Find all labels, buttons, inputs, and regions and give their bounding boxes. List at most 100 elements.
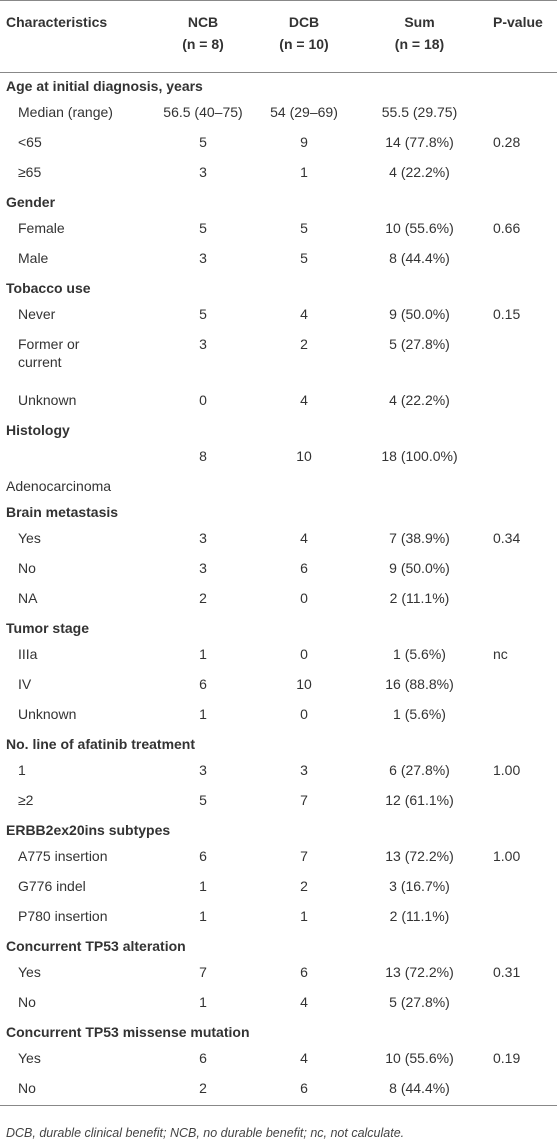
p-value: 0.66 [493,220,521,236]
value-cell: 9 [300,134,308,150]
section-title: Concurrent TP53 alteration [6,938,186,954]
row-label-text: 1 [18,762,26,778]
value-cell: 5 [199,134,207,150]
p-value: 1.00 [493,848,521,864]
value-cell: 18 (100.0%) [381,448,458,464]
p-value [487,245,557,275]
value-cell: 1 [199,706,207,722]
row-label-text: No [18,560,36,576]
section-title: ERBB2ex20ins subtypes [6,822,171,838]
row-label: G776 indel [0,873,150,903]
section-row: Concurrent TP53 missense mutation [0,1019,557,1045]
value-cell: 0 [300,646,308,662]
value-cell: 13 (72.2%) [385,848,454,864]
row-label-text: Yes [18,1050,41,1066]
data-row: Never 5 4 9 (50.0%) 0.15 [0,301,557,331]
value-cell: 56.5 (40–75) [163,104,243,120]
value-cell: 1 [199,908,207,924]
value-cell: 7 [199,964,207,980]
row-label: Median (range) [0,99,150,129]
row-label: NA [0,585,150,615]
data-row: Median (range) 56.5 (40–75) 54 (29–69) 55.5… [0,99,557,129]
value-cell: 1 (5.6%) [393,646,446,662]
row-label-text: No [18,1080,36,1096]
value-cell: 8 (44.4%) [389,1080,450,1096]
value-cell: 6 [300,1080,308,1096]
row-label-text: Former or current [18,336,80,370]
value-cell: 4 [300,392,308,408]
table-body: Age at initial diagnosis, years Median (r… [0,73,557,1106]
value-cell: 0 [199,392,207,408]
section-row: Tumor stage [0,615,557,641]
row-label-text: Unknown [18,706,77,722]
value-cell: 1 [300,164,308,180]
section-title: Tobacco use [6,280,91,296]
section-row: Concurrent TP53 alteration [0,933,557,959]
data-row: 1 3 3 6 (27.8%) 1.00 [0,757,557,787]
value-cell: 3 [199,164,207,180]
data-row: A775 insertion 6 7 13 (72.2%) 1.00 [0,843,557,873]
row-label-text: <65 [18,134,42,150]
value-cell: 2 [300,878,308,894]
row-label: No [0,989,150,1019]
value-cell: 4 (22.2%) [389,392,450,408]
value-cell: 6 (27.8%) [389,762,450,778]
row-label: Female [0,215,150,245]
p-value [487,701,557,731]
value-cell: 7 (38.9%) [389,530,450,546]
data-row: ≥65 3 1 4 (22.2%) [0,159,557,189]
value-cell: 54 (29–69) [270,104,338,120]
data-row: ≥2 5 7 12 (61.1%) [0,787,557,817]
section-title: Tumor stage [6,620,89,636]
p-value [487,903,557,933]
section-title: Gender [6,194,56,210]
row-label-text: IV [18,676,32,692]
row-label-text: Male [18,250,49,266]
section-row: No. line of afatinib treatment [0,731,557,757]
section-row: Gender [0,189,557,215]
header-name: Sum [404,14,435,30]
data-row: Former or current 3 2 5 (27.8%) [0,331,557,387]
value-cell: 10 [296,448,312,464]
header-sub: (n = 8) [182,36,224,52]
value-cell: 8 [199,448,207,464]
value-cell: 2 (11.1%) [389,908,450,924]
value-cell: 10 [296,676,312,692]
value-cell: 14 (77.8%) [385,134,454,150]
value-cell: 7 [300,792,308,808]
p-value [487,989,557,1019]
value-cell: 5 [300,220,308,236]
header-sub: (n = 10) [279,36,329,52]
section-title: No. line of afatinib treatment [6,736,196,752]
p-value [487,1075,557,1106]
data-row: Unknown 0 4 4 (22.2%) [0,387,557,417]
value-cell: 55.5 (29.75) [381,104,458,120]
data-row: P780 insertion 1 1 2 (11.1%) [0,903,557,933]
value-cell: 5 [300,250,308,266]
p-value: 0.31 [493,964,521,980]
header-cell: Characteristics [0,0,150,73]
p-value [487,585,557,615]
section-row: Brain metastasis [0,499,557,525]
row-label: Yes [0,959,150,989]
value-cell: 5 (27.8%) [389,994,450,1010]
section-row: Age at initial diagnosis, years [0,73,557,100]
data-row: Unknown 1 0 1 (5.6%) [0,701,557,731]
row-label: Male [0,245,150,275]
value-cell: 1 [300,908,308,924]
header-cell: DCB (n = 10) [256,0,352,73]
row-label-text: Adenocarcinoma [6,478,112,494]
header-name: P-value [493,14,543,30]
row-label: 1 [0,757,150,787]
footnote: DCB, durable clinical benefit; NCB, no d… [6,1126,405,1140]
row-label: A775 insertion [0,843,150,873]
data-row: Male 3 5 8 (44.4%) [0,245,557,275]
row-label-text: A775 insertion [18,848,108,864]
value-cell: 4 [300,530,308,546]
value-cell: 3 [199,336,207,352]
row-label: ≥2 [0,787,150,817]
value-cell: 9 (50.0%) [389,306,450,322]
p-value [487,331,557,387]
row-label-text: Unknown [18,392,77,408]
value-cell: 0 [300,706,308,722]
